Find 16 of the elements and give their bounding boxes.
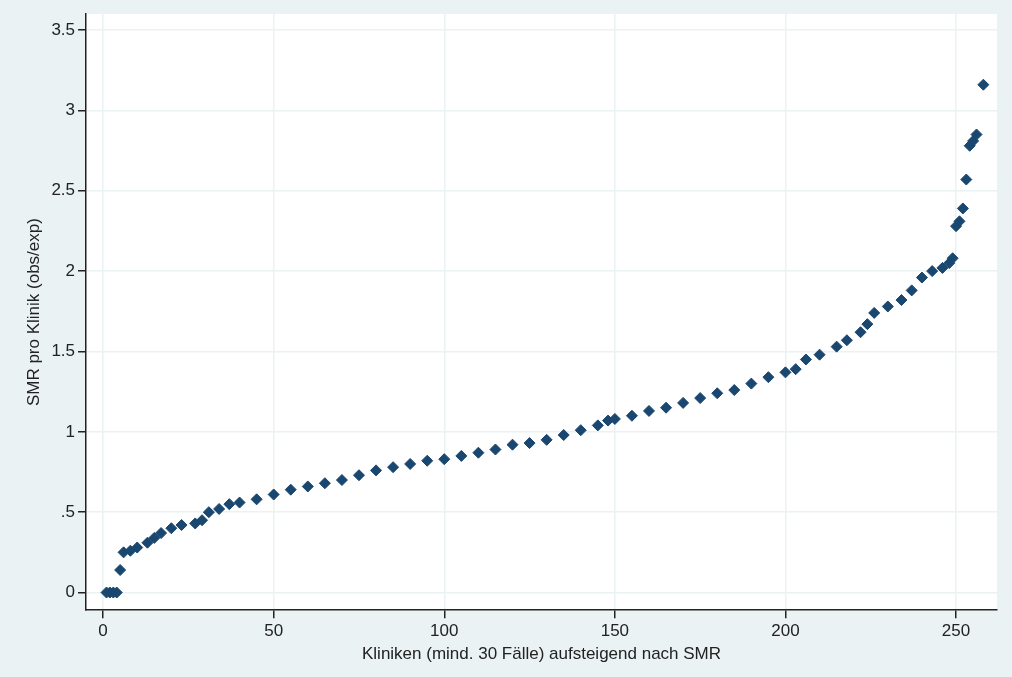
y-tick-label: 3.5 [51,19,76,39]
x-tick-label: 150 [600,621,630,641]
x-tick-label: 100 [430,621,459,641]
y-tick-label: 0 [65,582,76,602]
y-tick-label: 1 [65,421,76,441]
y-tick-label: 1.5 [51,341,76,361]
y-axis-title: SMR pro Klinik (obs/exp) [23,218,43,407]
y-tick-label: 2.5 [51,180,76,200]
y-tick-label: 2 [65,260,76,280]
y-tick-label: .5 [60,501,76,521]
x-tick-label: 200 [771,621,800,641]
y-tick-label: 3 [65,100,76,120]
x-axis-title: Kliniken (mind. 30 Fälle) aufsteigend nach SMR [361,644,722,664]
x-tick-label: 50 [264,621,284,641]
x-tick-label: 0 [98,621,108,641]
x-tick-label: 250 [941,621,971,641]
